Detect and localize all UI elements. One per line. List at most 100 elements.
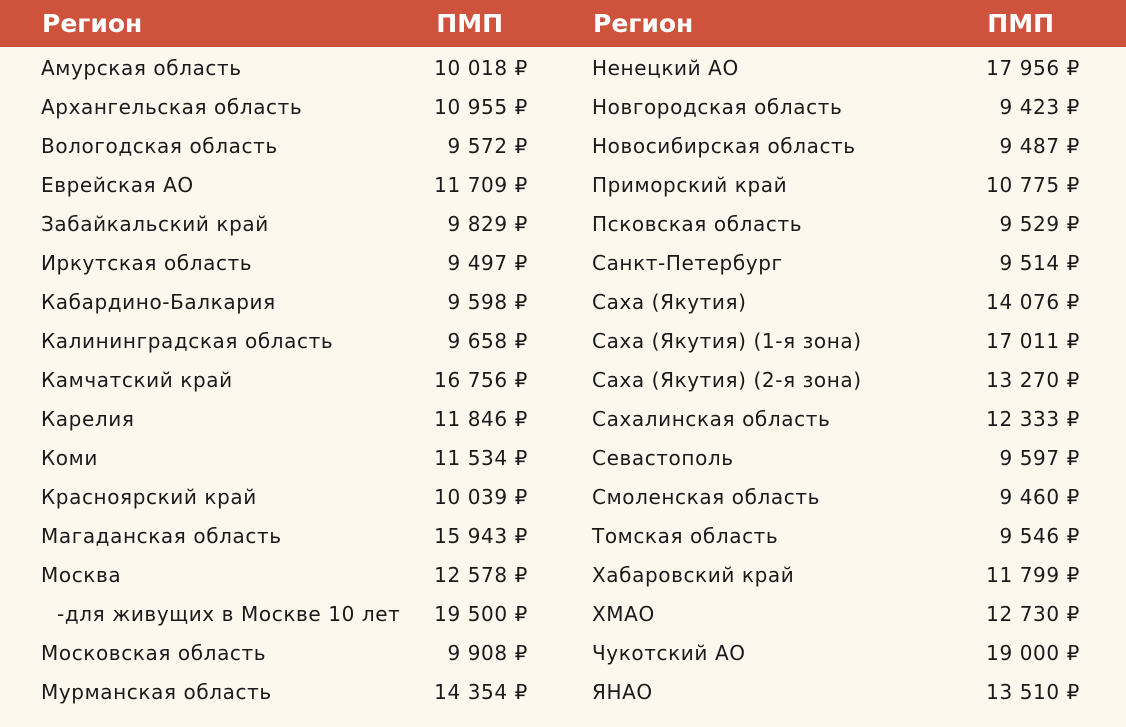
region-name: Москва bbox=[41, 563, 122, 587]
region-name: Мурманская область bbox=[41, 680, 272, 704]
table-row: Севастополь 9 597 ₽ bbox=[592, 438, 1092, 477]
region-name: Хабаровский край bbox=[592, 563, 795, 587]
header-pmp-right: ПМП bbox=[987, 9, 1054, 38]
table-row: Амурская область 10 018 ₽ bbox=[41, 48, 541, 87]
pmp-value: 10 955 ₽ bbox=[434, 95, 528, 119]
right-column: Ненецкий АО 17 956 ₽ Новгородская область… bbox=[592, 48, 1092, 711]
pmp-value: 9 514 ₽ bbox=[999, 251, 1080, 275]
pmp-value: 9 460 ₽ bbox=[999, 485, 1080, 509]
region-name: Санкт-Петербург bbox=[592, 251, 783, 275]
table-row: Магаданская область 15 943 ₽ bbox=[41, 516, 541, 555]
table-row: -для живущих в Москве 10 лет 19 500 ₽ bbox=[41, 594, 541, 633]
table-row: Новгородская область 9 423 ₽ bbox=[592, 87, 1092, 126]
region-name: Псковская область bbox=[592, 212, 803, 236]
region-name: Красноярский край bbox=[41, 485, 257, 509]
table-row: ХМАО 12 730 ₽ bbox=[592, 594, 1092, 633]
table-row: Ненецкий АО 17 956 ₽ bbox=[592, 48, 1092, 87]
region-name: Архангельская область bbox=[41, 95, 303, 119]
region-name: Ненецкий АО bbox=[592, 56, 739, 80]
pmp-value: 19 500 ₽ bbox=[434, 602, 528, 626]
table-row: Саха (Якутия) (2-я зона) 13 270 ₽ bbox=[592, 360, 1092, 399]
table-row: Томская область 9 546 ₽ bbox=[592, 516, 1092, 555]
table-row: Архангельская область 10 955 ₽ bbox=[41, 87, 541, 126]
table-row: Камчатский край 16 756 ₽ bbox=[41, 360, 541, 399]
pmp-value: 11 709 ₽ bbox=[434, 173, 528, 197]
region-name: Калининградская область bbox=[41, 329, 334, 353]
table-row: ЯНАО 13 510 ₽ bbox=[592, 672, 1092, 711]
pmp-value: 14 354 ₽ bbox=[434, 680, 528, 704]
table-row: Калининградская область 9 658 ₽ bbox=[41, 321, 541, 360]
region-name: ЯНАО bbox=[592, 680, 653, 704]
table-row: Забайкальский край 9 829 ₽ bbox=[41, 204, 541, 243]
region-name: Карелия bbox=[41, 407, 135, 431]
region-name: Саха (Якутия) bbox=[592, 290, 747, 314]
region-name: ХМАО bbox=[592, 602, 655, 626]
pmp-value: 9 546 ₽ bbox=[999, 524, 1080, 548]
pmp-value: 12 578 ₽ bbox=[434, 563, 528, 587]
table-row: Приморский край 10 775 ₽ bbox=[592, 165, 1092, 204]
table-row: Саха (Якутия) (1-я зона) 17 011 ₽ bbox=[592, 321, 1092, 360]
region-name: Коми bbox=[41, 446, 98, 470]
region-name: Саха (Якутия) (1-я зона) bbox=[592, 329, 862, 353]
pmp-value: 19 000 ₽ bbox=[986, 641, 1080, 665]
table-row: Москва 12 578 ₽ bbox=[41, 555, 541, 594]
pmp-value: 9 658 ₽ bbox=[447, 329, 528, 353]
pmp-value: 17 956 ₽ bbox=[986, 56, 1080, 80]
table-row: Мурманская область 14 354 ₽ bbox=[41, 672, 541, 711]
table-row: Саха (Якутия) 14 076 ₽ bbox=[592, 282, 1092, 321]
pmp-value: 13 510 ₽ bbox=[986, 680, 1080, 704]
region-name: -для живущих в Москве 10 лет bbox=[57, 602, 401, 626]
region-name: Камчатский край bbox=[41, 368, 233, 392]
pmp-value: 9 423 ₽ bbox=[999, 95, 1080, 119]
region-name: Иркутская область bbox=[41, 251, 253, 275]
table-row: Вологодская область 9 572 ₽ bbox=[41, 126, 541, 165]
header-pmp-left: ПМП bbox=[436, 9, 503, 38]
pmp-value: 17 011 ₽ bbox=[986, 329, 1080, 353]
region-name: Приморский край bbox=[592, 173, 788, 197]
table-row: Иркутская область 9 497 ₽ bbox=[41, 243, 541, 282]
pmp-value: 12 333 ₽ bbox=[986, 407, 1080, 431]
pmp-value: 11 799 ₽ bbox=[986, 563, 1080, 587]
table-row: Сахалинская область 12 333 ₽ bbox=[592, 399, 1092, 438]
table-row: Псковская область 9 529 ₽ bbox=[592, 204, 1092, 243]
pmp-value: 10 775 ₽ bbox=[986, 173, 1080, 197]
region-name: Вологодская область bbox=[41, 134, 278, 158]
pmp-value: 9 497 ₽ bbox=[447, 251, 528, 275]
table-row: Санкт-Петербург 9 514 ₽ bbox=[592, 243, 1092, 282]
pmp-value: 9 529 ₽ bbox=[999, 212, 1080, 236]
table-row: Московская область 9 908 ₽ bbox=[41, 633, 541, 672]
pmp-value: 9 908 ₽ bbox=[447, 641, 528, 665]
region-name: Еврейская АО bbox=[41, 173, 194, 197]
pmp-value: 9 572 ₽ bbox=[447, 134, 528, 158]
pmp-value: 14 076 ₽ bbox=[986, 290, 1080, 314]
region-name: Томская область bbox=[592, 524, 779, 548]
region-name: Севастополь bbox=[592, 446, 734, 470]
region-name: Смоленская область bbox=[592, 485, 821, 509]
pmp-value: 10 018 ₽ bbox=[434, 56, 528, 80]
table-row: Смоленская область 9 460 ₽ bbox=[592, 477, 1092, 516]
region-name: Кабардино-Балкария bbox=[41, 290, 276, 314]
pmp-value: 15 943 ₽ bbox=[434, 524, 528, 548]
header-region-right: Регион bbox=[593, 9, 694, 38]
pmp-value: 12 730 ₽ bbox=[986, 602, 1080, 626]
region-name: Забайкальский край bbox=[41, 212, 269, 236]
pmp-value: 10 039 ₽ bbox=[434, 485, 528, 509]
region-name: Магаданская область bbox=[41, 524, 282, 548]
region-name: Саха (Якутия) (2-я зона) bbox=[592, 368, 862, 392]
table-row: Хабаровский край 11 799 ₽ bbox=[592, 555, 1092, 594]
left-column: Амурская область 10 018 ₽ Архангельская о… bbox=[41, 48, 541, 711]
region-name: Сахалинская область bbox=[592, 407, 831, 431]
region-name: Чукотский АО bbox=[592, 641, 746, 665]
table-row: Еврейская АО 11 709 ₽ bbox=[41, 165, 541, 204]
pmp-value: 9 487 ₽ bbox=[999, 134, 1080, 158]
table-row: Чукотский АО 19 000 ₽ bbox=[592, 633, 1092, 672]
pmp-value: 13 270 ₽ bbox=[986, 368, 1080, 392]
pmp-value: 9 597 ₽ bbox=[999, 446, 1080, 470]
region-name: Амурская область bbox=[41, 56, 242, 80]
table-row: Кабардино-Балкария 9 598 ₽ bbox=[41, 282, 541, 321]
pmp-value: 16 756 ₽ bbox=[434, 368, 528, 392]
pmp-value: 9 598 ₽ bbox=[447, 290, 528, 314]
table-row: Коми 11 534 ₽ bbox=[41, 438, 541, 477]
region-name: Московская область bbox=[41, 641, 267, 665]
